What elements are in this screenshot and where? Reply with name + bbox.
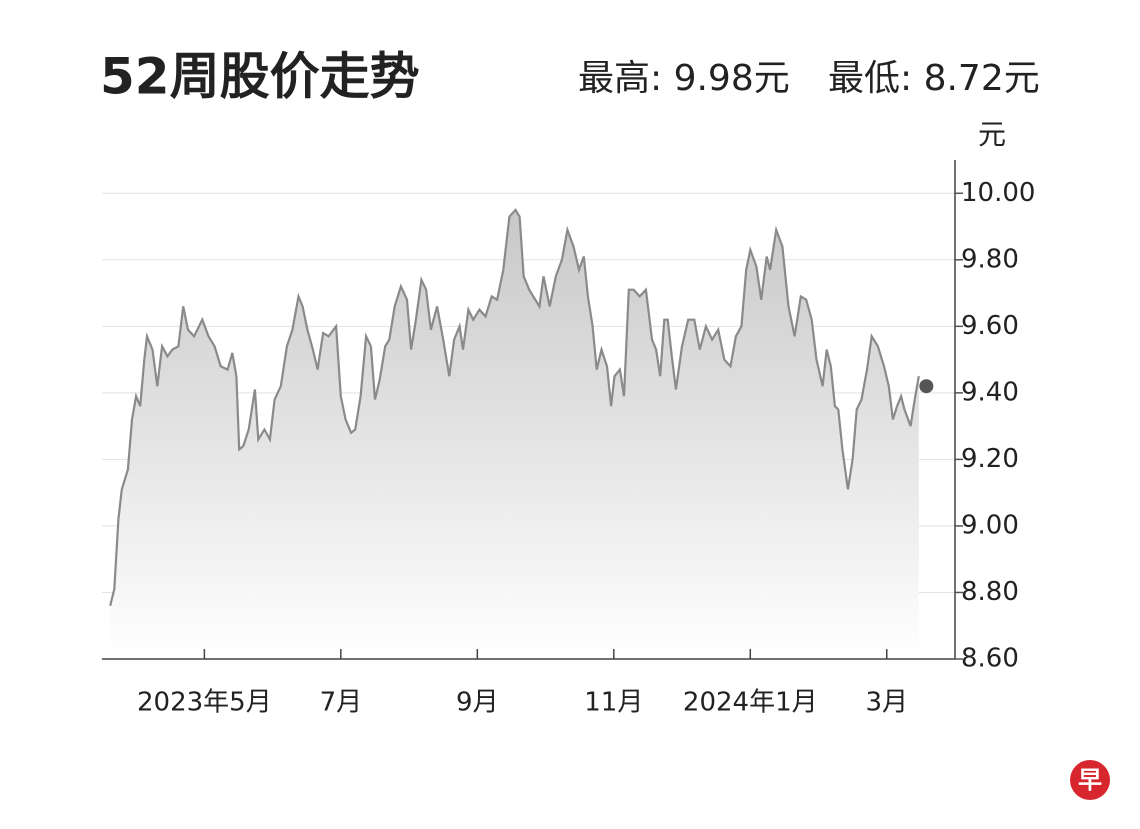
x-tick-label: 2023年5月 bbox=[137, 688, 272, 718]
x-tick-label: 2024年1月 bbox=[683, 688, 818, 718]
y-tick-label: 9.40 bbox=[961, 377, 1019, 407]
y-tick-label: 9.80 bbox=[961, 244, 1019, 274]
logo: 早 bbox=[1078, 766, 1102, 794]
low-label: 最低: 8.72元 bbox=[828, 58, 1040, 99]
x-tick-label: 11月 bbox=[584, 688, 643, 718]
x-tick-label: 7月 bbox=[320, 688, 363, 718]
y-tick-label: 8.60 bbox=[961, 644, 1019, 674]
y-tick-label: 8.80 bbox=[961, 577, 1019, 607]
high-label: 最高: 9.98元 bbox=[578, 58, 790, 99]
line bbox=[109, 208, 920, 607]
y-tick-label: 9.60 bbox=[961, 311, 1019, 341]
y-unit: 元 bbox=[978, 118, 1006, 151]
last-price-dot bbox=[919, 379, 934, 394]
y-tick-label: 10.00 bbox=[961, 178, 1035, 208]
x-tick-label: 3月 bbox=[865, 688, 908, 718]
y-tick-label: 9.20 bbox=[961, 444, 1019, 474]
y-tick-label: 9.00 bbox=[961, 510, 1019, 540]
x-tick-label: 9月 bbox=[456, 688, 499, 718]
area bbox=[110, 209, 919, 659]
chart-title: 52周股价走势 bbox=[100, 48, 420, 106]
logo-badge bbox=[1070, 760, 1110, 800]
